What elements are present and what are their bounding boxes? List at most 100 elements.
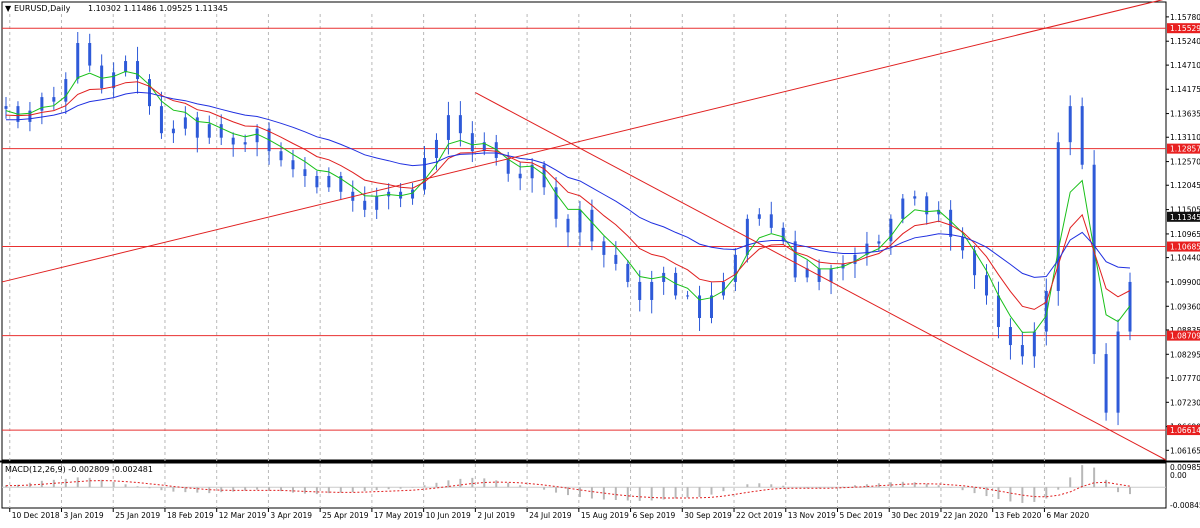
bar-body (709, 295, 713, 319)
bar-body (757, 214, 761, 219)
bar-body (1032, 331, 1036, 357)
bar-body (889, 218, 893, 242)
current-price-label: 1.11345 (1170, 213, 1200, 222)
bar-body (1092, 164, 1096, 355)
bar-body (458, 115, 462, 134)
time-tick-label: 22 Jan 2020 (943, 511, 988, 520)
time-tick-label: 6 Sep 2019 (633, 511, 676, 520)
macd-plot-frame (1, 462, 1167, 509)
price-tick-label: 1.13635 (1170, 110, 1200, 119)
bars-layer (4, 32, 1132, 426)
macd-label: MACD(12,26,9) -0.002809 -0.002481 (5, 465, 153, 474)
main-plot-frame (1, 1, 1167, 461)
bar-body (793, 241, 797, 278)
price-tick-label: 1.07770 (1170, 374, 1200, 383)
bar-body (638, 281, 642, 300)
bar-body (171, 128, 175, 134)
symbol-label: EURUSD,Daily (14, 4, 71, 13)
bar-body (877, 241, 881, 244)
bar-body (363, 200, 367, 210)
bar-body (1128, 281, 1132, 332)
bar-body (219, 124, 223, 138)
bar-body (973, 250, 977, 276)
bar-body (913, 196, 917, 199)
time-tick-label: 24 Jul 2019 (529, 511, 572, 520)
bar-body (733, 254, 737, 282)
price-tick-label: 1.06165 (1170, 446, 1200, 455)
bar-body (434, 139, 438, 158)
bar-body (494, 142, 498, 158)
bar-body (578, 209, 582, 233)
time-axis-layer: 10 Dec 2018 3 Jan 2019 25 Jan 2019 18 Feb 2… (9, 508, 1089, 520)
bar-body (662, 272, 666, 282)
level-tag-label: 1.10685 (1170, 243, 1200, 252)
bar-body (769, 214, 773, 228)
moving-average-line (6, 91, 1131, 278)
bar-body (566, 218, 570, 233)
time-tick-label: 25 Apr 2019 (322, 511, 369, 520)
bar-body (315, 176, 319, 188)
trendline (1, 0, 1164, 283)
bar-body (805, 268, 809, 278)
trendlines-layer (1, 0, 1167, 461)
level-tag (1167, 425, 1200, 436)
time-tick-label: 30 Sep 2019 (684, 511, 732, 520)
price-tick-label: 1.15780 (1170, 13, 1200, 22)
macd-layer (2, 465, 1166, 503)
bar-body (423, 157, 427, 190)
bar-body (1068, 106, 1072, 143)
bar-body (1008, 327, 1012, 346)
time-tick-label: 25 Jan 2019 (115, 511, 160, 520)
bar-body (399, 191, 403, 199)
bar-body (136, 61, 140, 80)
price-tick-label: 1.09360 (1170, 302, 1200, 311)
time-tick-label: 6 Mar 2020 (1046, 511, 1089, 520)
level-tag-label: 1.15529 (1170, 24, 1200, 33)
bar-body (183, 117, 187, 129)
bar-body (291, 160, 295, 170)
bar-body (530, 164, 534, 179)
dropdown-arrow-icon[interactable]: ▼ (5, 4, 12, 13)
trendline (475, 92, 1167, 461)
moving-averages-layer (5, 70, 1131, 333)
moving-average-line (5, 70, 1131, 333)
macd-axis-top: 0.009854 (1170, 463, 1200, 472)
level-tag-label: 1.08709 (1170, 332, 1200, 341)
price-tick-label: 1.08295 (1170, 350, 1200, 359)
macd-axis-bottom: -0.008456 (1170, 501, 1200, 510)
bar-body (1116, 331, 1120, 413)
chart-header[interactable]: ▼ EURUSD,Daily 1.10302 1.11486 1.09525 1… (5, 4, 228, 13)
bar-body (781, 227, 785, 242)
bar-body (88, 43, 92, 66)
time-tick-label: 3 Apr 2019 (270, 511, 312, 520)
bar-body (207, 124, 211, 138)
bar-body (124, 61, 128, 73)
time-tick-label: 5 Dec 2019 (839, 511, 882, 520)
bar-body (949, 209, 953, 237)
bar-body (1080, 106, 1084, 165)
time-tick-label: 22 Oct 2019 (736, 511, 783, 520)
bar-body (1104, 354, 1108, 413)
level-tag-label: 1.06614 (1170, 426, 1200, 435)
bar-body (554, 187, 558, 219)
price-tick-label: 1.14710 (1170, 61, 1200, 70)
bar-body (698, 295, 702, 319)
bar-body (1044, 290, 1048, 332)
bar-body (159, 106, 163, 134)
bar-body (602, 241, 606, 255)
price-tick-label: 1.10440 (1170, 254, 1200, 263)
bar-body (542, 164, 546, 188)
bar-body (590, 209, 594, 242)
price-tick-label: 1.12045 (1170, 181, 1200, 190)
price-tick-label: 1.15240 (1170, 37, 1200, 46)
price-tick-label: 1.09900 (1170, 278, 1200, 287)
bar-body (614, 254, 618, 264)
bar-body (4, 106, 8, 109)
bar-body (865, 243, 869, 255)
bar-body (506, 157, 510, 174)
bar-body (112, 72, 116, 89)
bar-body (375, 196, 379, 210)
bar-body (446, 115, 450, 140)
